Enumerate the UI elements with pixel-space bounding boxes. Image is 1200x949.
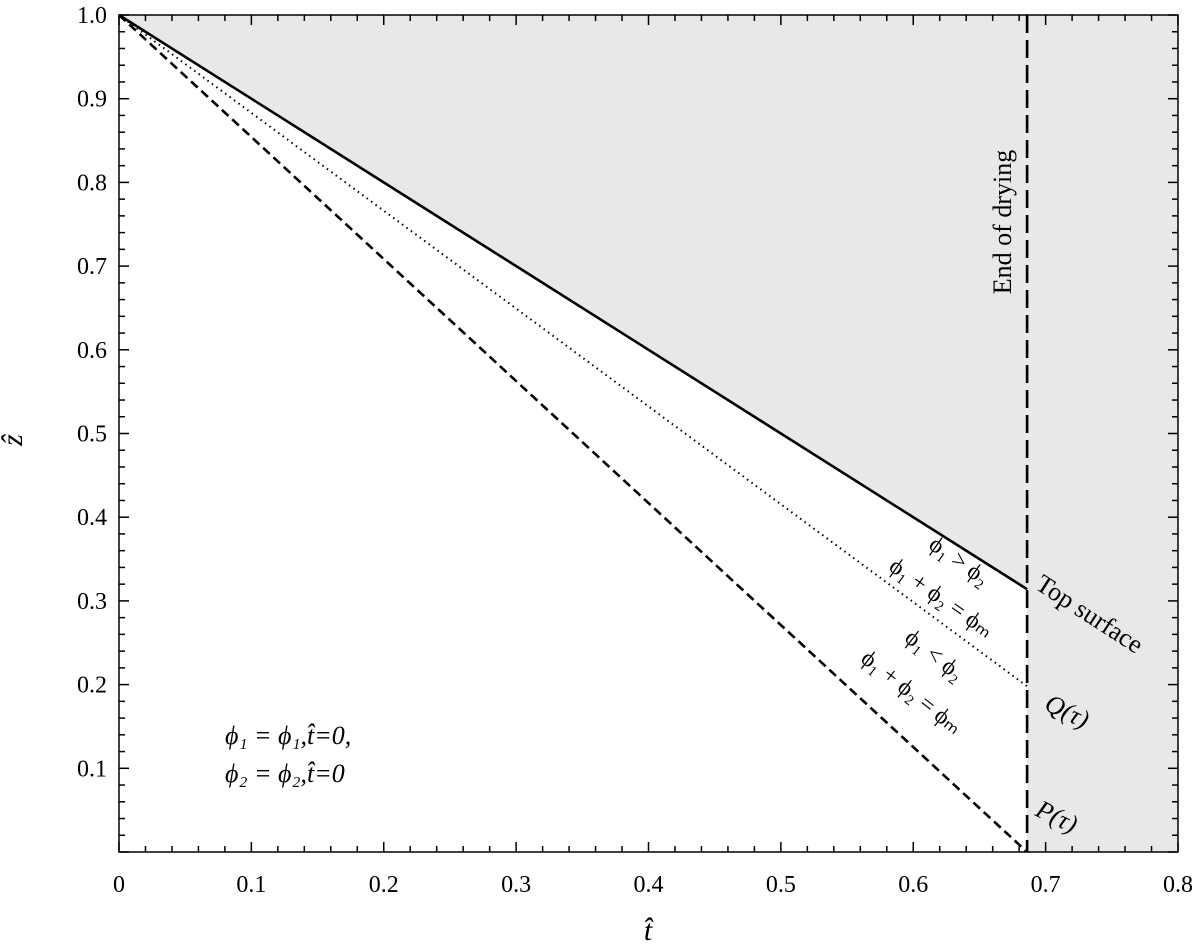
y-tick-label: 0.6	[77, 338, 107, 364]
x-tick-label: 0.8	[1163, 872, 1193, 898]
x-tick-label: 0.5	[766, 872, 796, 898]
y-tick-label: 0.1	[77, 756, 107, 782]
y-tick-label: 0.2	[77, 673, 107, 699]
initial-condition-1: ϕ₁ = ϕ₁,t̂=0,	[225, 721, 351, 750]
x-tick-label: 0.4	[634, 872, 664, 898]
x-tick-label: 0.1	[236, 872, 266, 898]
x-tick-label: 0.7	[1031, 872, 1061, 898]
series-line-q	[118, 14, 1028, 688]
series-line-top	[118, 13, 1028, 591]
x-axis-title: t̂	[644, 914, 654, 947]
tick-labels: 0 0.1 0.2 0.3 0.4 0.5 0.6 0.7 0.8 0.1 0.2 0.3 0.4 0.5…	[77, 3, 1193, 898]
y-tick-label: 0.5	[77, 422, 107, 448]
series-line-p	[118, 14, 1028, 853]
x-tick-label: 0	[113, 872, 125, 898]
y-tick-label: 0.4	[77, 505, 107, 531]
series-layer	[118, 13, 1029, 853]
x-tick-label: 0.3	[501, 872, 531, 898]
y-tick-label: 0.3	[77, 589, 107, 615]
y-tick-label: 0.8	[77, 170, 107, 196]
y-axis-title: ẑ	[0, 434, 29, 447]
x-tick-label: 0.6	[898, 872, 928, 898]
y-tick-label: 1.0	[77, 3, 107, 29]
initial-condition-2: ϕ₂ = ϕ₂,t̂=0	[225, 759, 345, 788]
ticks	[118, 14, 1179, 853]
x-tick-label: 0.2	[369, 872, 399, 898]
shaded-region-after-drying	[1027, 15, 1178, 852]
y-tick-label: 0.7	[77, 254, 107, 280]
y-tick-label: 0.9	[77, 87, 107, 113]
end-of-drying-label: End of drying	[988, 150, 1017, 294]
